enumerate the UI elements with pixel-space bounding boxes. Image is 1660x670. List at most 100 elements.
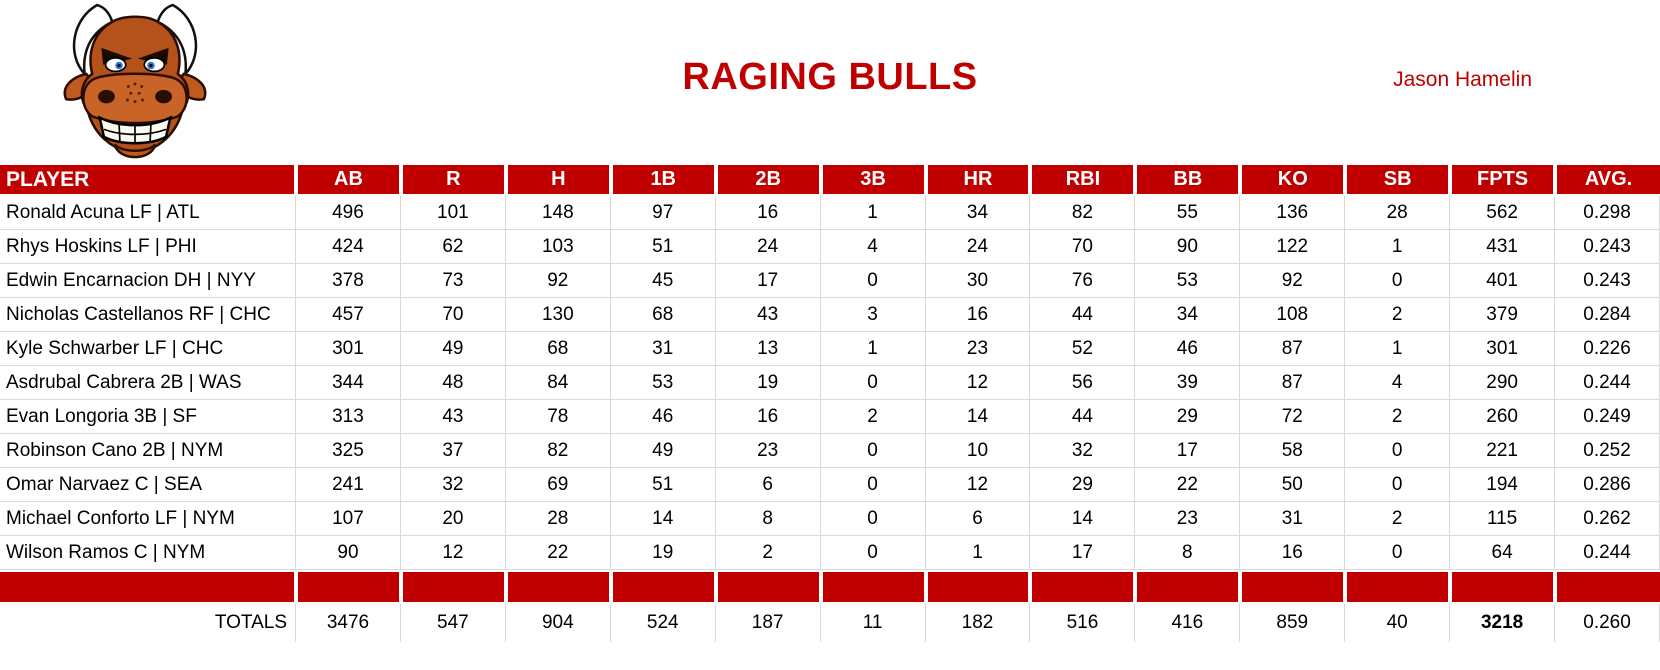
table-row: Evan Longoria 3B | SF 313 43 78 46 16 2 14 44 29 7… — [0, 400, 1660, 434]
column-header-1b: 1B — [610, 165, 716, 196]
table-row: Michael Conforto LF | NYM 107 20 28 14 8 0 6 14 2… — [0, 502, 1660, 536]
stat-cell: 0 — [1345, 536, 1451, 570]
stat-cell: 46 — [610, 400, 716, 434]
table-row: Asdrubal Cabrera 2B | WAS 344 48 84 53 19 0 12 5… — [0, 366, 1660, 400]
stat-cell: 2 — [1345, 400, 1451, 434]
stat-cell: 148 — [505, 196, 611, 230]
column-header-sb: SB — [1345, 165, 1451, 196]
stat-cell: 0.226 — [1555, 332, 1660, 366]
player-cell: Edwin Encarnacion DH | NYY — [0, 264, 296, 298]
column-header-3b: 3B — [820, 165, 926, 196]
stat-cell: 241 — [296, 468, 401, 502]
stat-cell: 0.298 — [1555, 196, 1660, 230]
separator-cell — [1240, 570, 1346, 604]
stat-cell: 107 — [296, 502, 401, 536]
stat-cell: 0.249 — [1555, 400, 1660, 434]
totals-cell: 3476 — [296, 604, 401, 642]
stat-cell: 14 — [1030, 502, 1136, 536]
stat-cell: 56 — [1030, 366, 1136, 400]
stat-cell: 0 — [820, 366, 926, 400]
separator-cell — [820, 570, 926, 604]
column-header-rbi: RBI — [1030, 165, 1136, 196]
stat-cell: 2 — [1345, 502, 1451, 536]
stat-cell: 68 — [505, 332, 611, 366]
stat-cell: 0.244 — [1555, 366, 1660, 400]
stat-cell: 23 — [925, 332, 1031, 366]
stat-cell: 0 — [1345, 264, 1451, 298]
separator-cell — [296, 570, 401, 604]
stat-cell: 20 — [400, 502, 506, 536]
stat-cell: 14 — [925, 400, 1031, 434]
table-row: Rhys Hoskins LF | PHI 424 62 103 51 24 4 24 70 90… — [0, 230, 1660, 264]
stat-cell: 16 — [715, 400, 821, 434]
player-cell: Nicholas Castellanos RF | CHC — [0, 298, 296, 332]
totals-row: TOTALS 3476 547 904 524 187 11 182 516 416 859 40 32… — [0, 604, 1660, 642]
totals-cell: 547 — [401, 604, 506, 642]
stat-cell: 12 — [400, 536, 506, 570]
separator-cell — [505, 570, 611, 604]
separator-cell — [1135, 570, 1241, 604]
stat-cell: 221 — [1450, 434, 1556, 468]
stat-cell: 23 — [715, 434, 821, 468]
player-cell: Asdrubal Cabrera 2B | WAS — [0, 366, 296, 400]
column-header-avg: AVG. — [1555, 165, 1660, 196]
stat-cell: 0 — [820, 434, 926, 468]
stat-cell: 44 — [1030, 400, 1136, 434]
stat-cell: 0.244 — [1555, 536, 1660, 570]
stat-cell: 34 — [1135, 298, 1241, 332]
stat-cell: 90 — [296, 536, 401, 570]
table-row: Wilson Ramos C | NYM 90 12 22 19 2 0 1 17 8 16 0 64 0… — [0, 536, 1660, 570]
stat-cell: 10 — [925, 434, 1031, 468]
totals-cell: 11 — [821, 604, 926, 642]
stat-cell: 19 — [610, 536, 716, 570]
stat-cell: 130 — [505, 298, 611, 332]
stat-cell: 313 — [296, 400, 401, 434]
stat-cell: 16 — [1240, 536, 1346, 570]
stat-cell: 22 — [505, 536, 611, 570]
stat-cell: 64 — [1450, 536, 1556, 570]
stat-cell: 379 — [1450, 298, 1556, 332]
stat-cell: 28 — [505, 502, 611, 536]
totals-cell: 182 — [926, 604, 1031, 642]
stat-cell: 2 — [1345, 298, 1451, 332]
stat-cell: 58 — [1240, 434, 1346, 468]
stat-cell: 378 — [296, 264, 401, 298]
stat-cell: 51 — [610, 230, 716, 264]
separator-cell — [0, 570, 296, 604]
stat-cell: 87 — [1240, 332, 1346, 366]
stat-cell: 55 — [1135, 196, 1241, 230]
stat-cell: 31 — [610, 332, 716, 366]
stat-cell: 39 — [1135, 366, 1241, 400]
totals-cell: 3218 — [1450, 604, 1556, 642]
stat-cell: 16 — [715, 196, 821, 230]
stat-cell: 12 — [925, 366, 1031, 400]
stat-cell: 28 — [1345, 196, 1451, 230]
separator-cell — [610, 570, 716, 604]
stat-cell: 4 — [820, 230, 926, 264]
stat-cell: 92 — [505, 264, 611, 298]
column-header-player: PLAYER — [0, 165, 296, 196]
column-header-2b: 2B — [715, 165, 821, 196]
stat-cell: 0.262 — [1555, 502, 1660, 536]
player-cell: Ronald Acuna LF | ATL — [0, 196, 296, 230]
stat-cell: 344 — [296, 366, 401, 400]
stat-cell: 14 — [610, 502, 716, 536]
stat-cell: 82 — [505, 434, 611, 468]
table-row: Edwin Encarnacion DH | NYY 378 73 92 45 17 0 30… — [0, 264, 1660, 298]
player-cell: Evan Longoria 3B | SF — [0, 400, 296, 434]
player-cell: Michael Conforto LF | NYM — [0, 502, 296, 536]
stat-cell: 97 — [610, 196, 716, 230]
stat-cell: 136 — [1240, 196, 1346, 230]
stat-cell: 90 — [1135, 230, 1241, 264]
angry-bull-mascot-icon — [63, 3, 207, 159]
column-header-h: H — [505, 165, 611, 196]
stat-cell: 1 — [1345, 230, 1451, 264]
totals-cell: 904 — [506, 604, 611, 642]
player-cell: Kyle Schwarber LF | CHC — [0, 332, 296, 366]
stat-cell: 301 — [1450, 332, 1556, 366]
stat-cell: 53 — [610, 366, 716, 400]
totals-cell: 187 — [716, 604, 821, 642]
stat-cell: 0 — [820, 468, 926, 502]
stat-cell: 260 — [1450, 400, 1556, 434]
